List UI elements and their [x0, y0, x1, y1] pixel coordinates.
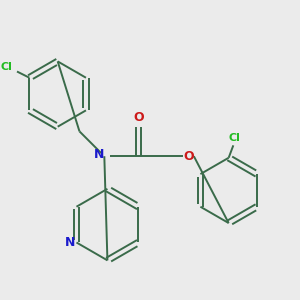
Text: Cl: Cl: [0, 62, 12, 72]
Text: O: O: [183, 150, 194, 163]
Text: Cl: Cl: [229, 133, 241, 142]
Text: N: N: [64, 236, 75, 249]
Text: O: O: [133, 112, 144, 124]
Text: N: N: [94, 148, 104, 161]
